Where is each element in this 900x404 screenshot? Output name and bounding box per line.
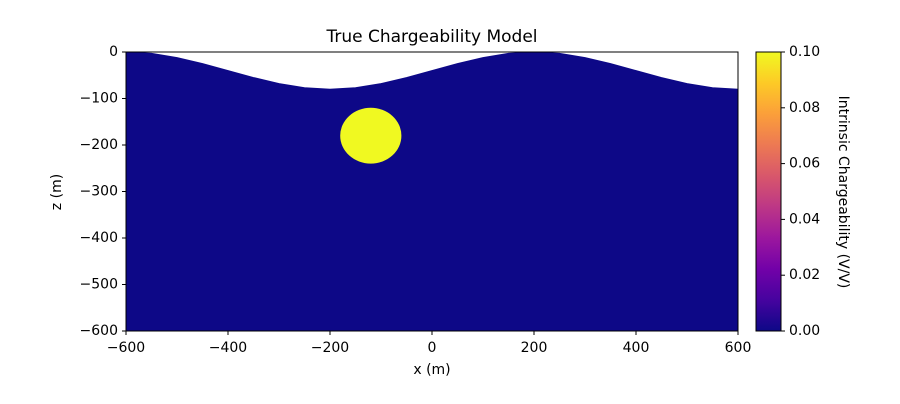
colorbar-label: Intrinsic Chargeability (V/V) (835, 96, 851, 289)
colorbar-tick-label: 0.02 (789, 267, 820, 283)
colorbar-tick-label: 0.08 (789, 100, 820, 116)
y-axis-label: z (m) (49, 174, 65, 210)
y-tick-label: −100 (80, 91, 118, 107)
y-tick-label: −600 (80, 323, 118, 339)
x-tick-label: −200 (311, 340, 349, 356)
colorbar-tick-label: 0.06 (789, 156, 820, 172)
colorbar-tick-label: 0.00 (789, 323, 820, 339)
x-tick-label: −400 (209, 340, 247, 356)
x-tick-label: −600 (107, 340, 145, 356)
x-axis-label: x (m) (413, 362, 450, 378)
y-tick-label: −300 (80, 184, 118, 200)
background-region (126, 52, 738, 331)
y-tick-label: −200 (80, 137, 118, 153)
sphere (340, 107, 402, 164)
y-tick-label: 0 (109, 44, 118, 60)
colorbar (755, 51, 782, 332)
colorbar-tick-label: 0.10 (789, 44, 820, 60)
x-tick-label: 0 (428, 340, 437, 356)
x-tick-label: 400 (623, 340, 650, 356)
colorbar-tick-label: 0.04 (789, 211, 820, 227)
y-tick-label: −400 (80, 230, 118, 246)
topography-surface (125, 51, 739, 90)
y-tick-label: −500 (80, 277, 118, 293)
x-tick-label: 600 (725, 340, 752, 356)
x-tick-label: 200 (521, 340, 548, 356)
chart-title: True Chargeability Model (325, 27, 537, 47)
